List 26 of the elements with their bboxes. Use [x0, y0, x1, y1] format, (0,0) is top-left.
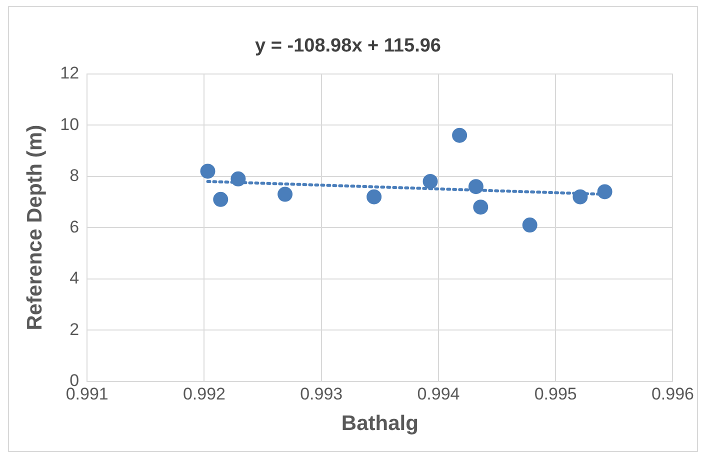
- point: [452, 128, 468, 143]
- y-tick-label: 12: [60, 63, 80, 82]
- point: [278, 186, 293, 202]
- x-tick-label: 0.993: [300, 384, 343, 404]
- x-tick-label: 0.995: [534, 384, 577, 404]
- y-tick-label: 2: [70, 320, 80, 339]
- y-tick-label: 8: [70, 166, 80, 186]
- x-tick-label: 0.992: [182, 384, 226, 404]
- point: [597, 184, 612, 200]
- chart-title: y = -108.98x + 115.96: [255, 36, 441, 57]
- point: [422, 174, 438, 189]
- point: [366, 189, 382, 204]
- y-tick-label: 10: [60, 114, 80, 134]
- point: [200, 164, 216, 179]
- point: [572, 189, 588, 204]
- y-tick-label: 4: [70, 268, 80, 288]
- point: [230, 171, 246, 186]
- x-tick-label: 0.996: [651, 384, 694, 404]
- point: [213, 192, 228, 207]
- point: [468, 179, 484, 194]
- y-tick-label: 6: [70, 217, 80, 236]
- x-tick-label: 0.994: [417, 384, 460, 404]
- point: [522, 218, 538, 233]
- x-axis-title: Bathalg: [341, 412, 418, 436]
- point: [473, 200, 488, 215]
- y-axis-title: Reference Depth (m): [23, 124, 46, 330]
